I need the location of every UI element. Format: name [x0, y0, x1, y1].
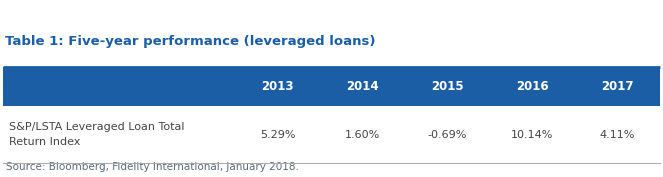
- Text: 2017: 2017: [601, 80, 634, 93]
- Text: 2013: 2013: [261, 80, 294, 93]
- Text: Source: Bloomberg, Fidelity International, January 2018.: Source: Bloomberg, Fidelity Internationa…: [6, 162, 299, 172]
- Text: 2014: 2014: [346, 80, 379, 93]
- Text: 5.29%: 5.29%: [260, 130, 296, 139]
- Text: 10.14%: 10.14%: [511, 130, 554, 139]
- Text: Table 1: Five-year performance (leveraged loans): Table 1: Five-year performance (leverage…: [5, 35, 375, 48]
- Bar: [3, 106, 660, 163]
- Bar: [3, 67, 660, 106]
- Text: 2015: 2015: [431, 80, 464, 93]
- Text: 2016: 2016: [516, 80, 549, 93]
- Text: Return Index: Return Index: [9, 138, 80, 147]
- Text: 1.60%: 1.60%: [345, 130, 381, 139]
- Text: -0.69%: -0.69%: [428, 130, 467, 139]
- Text: 4.11%: 4.11%: [599, 130, 635, 139]
- Text: S&P/LSTA Leveraged Loan Total: S&P/LSTA Leveraged Loan Total: [9, 122, 184, 132]
